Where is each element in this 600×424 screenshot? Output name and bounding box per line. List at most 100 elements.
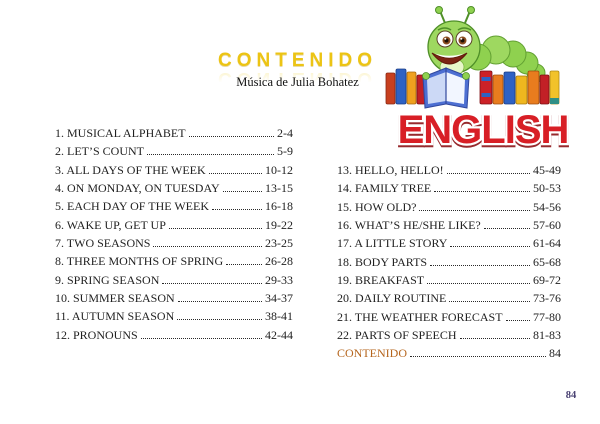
dot-leader <box>147 154 274 156</box>
book-stack-right-icon <box>527 70 560 105</box>
caterpillar-head-icon <box>427 6 481 77</box>
dot-leader <box>188 136 274 137</box>
toc-column-left: 1. MUSICAL ALPHABET 2-4 2. LET’S COUNT 5-9… <box>55 126 293 346</box>
toc-entry-label: 19. BREAKFAST <box>337 272 425 287</box>
page-number: 84 <box>565 390 577 401</box>
toc-entry-label: 21. THE WEATHER FORECAST <box>337 309 503 324</box>
dot-leader <box>419 209 530 211</box>
toc-entry: 3. ALL DAYS OF THE WEEK 10-12 <box>55 163 293 181</box>
dot-leader <box>450 246 530 248</box>
dot-leader <box>226 264 262 266</box>
toc-entry-label: 12. PRONOUNS <box>55 327 138 342</box>
toc-entry-label: 3. ALL DAYS OF THE WEEK <box>55 162 206 177</box>
dot-leader <box>427 282 530 284</box>
toc-entry: 13. HELLO, HELLO! 45-49 <box>337 163 561 181</box>
toc-entry-pages: 23-25 <box>265 235 293 250</box>
dot-leader <box>177 319 262 321</box>
toc-entry-label: 17. A LITTLE STORY <box>337 236 448 251</box>
toc-entry-pages: 45-49 <box>533 163 561 177</box>
toc-entry-label: CONTENIDO <box>337 346 407 361</box>
toc-entry-label: 5. EACH DAY OF THE WEEK <box>55 199 210 214</box>
toc-entry: 20. DAILY ROUTINE 73-76 <box>337 291 561 309</box>
toc-entry: 17. A LITTLE STORY 61-64 <box>337 236 561 254</box>
toc-entry-pages: 34-37 <box>265 290 293 305</box>
toc-entry-pages: 73-76 <box>533 291 561 306</box>
toc-entry-label: 15. HOW OLD? <box>337 199 417 214</box>
toc-entry-label: 7. TWO SEASONS <box>55 235 151 250</box>
toc-entry-pages: 38-41 <box>265 309 293 324</box>
toc-entry-label: 1. MUSICAL ALPHABET <box>55 126 186 140</box>
toc-entry-pages: 29-33 <box>265 272 293 287</box>
dot-leader <box>446 173 530 174</box>
dot-leader <box>208 172 262 174</box>
toc-entry-pages: 13-15 <box>265 180 293 195</box>
dot-leader <box>168 227 262 229</box>
english-logo-text: ENGLISH <box>398 108 569 152</box>
toc-entry-label: 11. AUTUMN SEASON <box>55 309 175 324</box>
open-book-icon <box>422 67 470 109</box>
toc-entry-pages: 10-12 <box>265 162 293 177</box>
dot-leader <box>153 245 262 247</box>
toc-entry-pages: 42-44 <box>265 327 293 342</box>
toc-entry-pages: 26-28 <box>265 254 293 269</box>
toc-entry-label: 6. WAKE UP, GET UP <box>55 217 166 232</box>
dot-leader <box>459 337 530 339</box>
toc-entry: 1. MUSICAL ALPHABET 2-4 <box>55 126 293 144</box>
toc-column-right: 13. HELLO, HELLO! 45-49 14. FAMILY TREE 50… <box>337 163 561 365</box>
toc-entry: 8. THREE MONTHS OF SPRING 26-28 <box>55 254 293 272</box>
toc-entry-label: 4. ON MONDAY, ON TUESDAY <box>55 180 220 195</box>
toc-entry-pages: 65-68 <box>533 254 561 269</box>
page-subtitle: Música de Julia Bohatez <box>236 75 359 89</box>
toc-entry-pages: 19-22 <box>265 217 293 232</box>
toc-entry: 10. SUMMER SEASON 34-37 <box>55 291 293 309</box>
toc-entry: 9. SPRING SEASON 29-33 <box>55 273 293 291</box>
toc-entry: 12. PRONOUNS 42-44 <box>55 328 293 346</box>
english-bookworm-logo: ENGLISH <box>383 5 583 155</box>
toc-entry-pages: 2-4 <box>277 126 293 140</box>
dot-leader <box>222 190 262 192</box>
toc-entry: 2. LET’S COUNT 5-9 <box>55 144 293 162</box>
toc-entry-label: 22. PARTS OF SPEECH <box>337 327 457 342</box>
toc-entry-label: 13. HELLO, HELLO! <box>337 163 444 177</box>
toc-entry-pages: 69-72 <box>533 272 561 287</box>
toc-entry-pages: 54-56 <box>533 199 561 214</box>
toc-entry-pages: 84 <box>549 346 561 361</box>
toc-entry-pages: 50-53 <box>533 181 561 196</box>
toc-entry-contenido: CONTENIDO 84 <box>337 346 561 364</box>
toc-entry-label: 20. DAILY ROUTINE <box>337 291 447 306</box>
toc-entry: 22. PARTS OF SPEECH 81-83 <box>337 328 561 346</box>
toc-entry-pages: 57-60 <box>533 217 561 232</box>
toc-entry: 11. AUTUMN SEASON 38-41 <box>55 309 293 327</box>
dot-leader <box>483 227 530 229</box>
dot-leader <box>177 300 262 302</box>
toc-entry-pages: 77-80 <box>533 309 561 324</box>
dot-leader <box>212 209 262 211</box>
toc-entry-label: 16. WHAT’S HE/SHE LIKE? <box>337 217 481 232</box>
toc-entry: 18. BODY PARTS 65-68 <box>337 255 561 273</box>
toc-entry-label: 9. SPRING SEASON <box>55 272 160 287</box>
toc-entry: 4. ON MONDAY, ON TUESDAY 13-15 <box>55 181 293 199</box>
toc-entry-label: 18. BODY PARTS <box>337 254 428 269</box>
title-block: CONTENIDO CONTENIDO <box>140 50 455 89</box>
toc-entry-label: 10. SUMMER SEASON <box>55 290 175 305</box>
toc-entry: 6. WAKE UP, GET UP 19-22 <box>55 218 293 236</box>
toc-entry-label: 14. FAMILY TREE <box>337 181 432 196</box>
dot-leader <box>162 282 262 284</box>
toc-entry: 7. TWO SEASONS 23-25 <box>55 236 293 254</box>
toc-entry-pages: 16-18 <box>265 199 293 214</box>
toc-entry: 15. HOW OLD? 54-56 <box>337 200 561 218</box>
toc-entry: 21. THE WEATHER FORECAST 77-80 <box>337 310 561 328</box>
toc-entry: 5. EACH DAY OF THE WEEK 16-18 <box>55 199 293 217</box>
toc-entry-label: 8. THREE MONTHS OF SPRING <box>55 254 224 269</box>
dot-leader <box>449 301 530 303</box>
toc-entry: 19. BREAKFAST 69-72 <box>337 273 561 291</box>
toc-entry-pages: 5-9 <box>277 144 293 159</box>
dot-leader <box>505 319 530 321</box>
toc-entry: 16. WHAT’S HE/SHE LIKE? 57-60 <box>337 218 561 236</box>
book-stack-icon <box>385 68 528 105</box>
toc-entry: 14. FAMILY TREE 50-53 <box>337 181 561 199</box>
dot-leader <box>410 356 546 358</box>
dot-leader <box>434 191 530 193</box>
toc-entry-label: 2. LET’S COUNT <box>55 144 144 159</box>
dot-leader <box>430 264 530 266</box>
